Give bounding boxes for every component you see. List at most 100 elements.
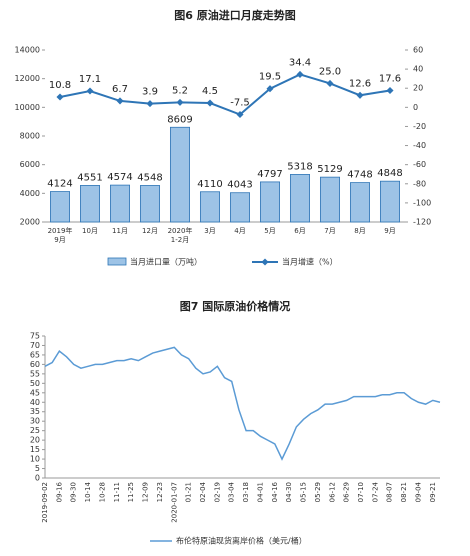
y-tick-label: 4000 [20, 189, 40, 198]
x-tick-label: 12-23 [156, 482, 164, 502]
y-tick-label: 20 [30, 436, 40, 445]
line-value-label: 5.2 [172, 85, 188, 96]
x-tick-label: 11-25 [127, 482, 135, 502]
y-tick-label: 5 [35, 464, 40, 473]
line-value-label: 10.8 [49, 80, 71, 91]
legend-swatch [261, 258, 269, 266]
chart-title: 图7 国际原油价格情况 [180, 299, 290, 313]
bar-value-label: 5129 [317, 164, 342, 175]
x-tick-label: 04-01 [256, 482, 264, 502]
x-tick-label: 07-10 [357, 482, 365, 502]
bar-value-label: 4043 [227, 180, 252, 191]
y-tick-label: 40 [30, 398, 40, 407]
x-tick-label: 06-12 [328, 482, 336, 502]
line [44, 346, 441, 461]
legend-swatch [107, 257, 127, 266]
y2-tick-label: -80 [413, 179, 426, 188]
x-tick-label: 5月 [264, 227, 276, 235]
y-tick-label: 8000 [20, 132, 40, 141]
line-marker [146, 100, 154, 108]
y-tick-label: 14000 [15, 46, 40, 55]
bar [139, 185, 160, 223]
x-tick-label: 10月 [82, 227, 98, 235]
bar-value-label: 4124 [47, 179, 72, 190]
line-value-label: 3.9 [142, 87, 158, 98]
x-tick-label: 04-30 [285, 482, 293, 502]
bar-value-label: 4848 [377, 168, 402, 179]
x-tick-label: 11-11 [113, 482, 121, 502]
line-marker [356, 91, 364, 99]
bar [229, 192, 250, 223]
y2-tick-label: -60 [413, 160, 426, 169]
x-tick-label: 02-19 [213, 482, 221, 502]
x-tick-label: 10-28 [98, 482, 106, 502]
y2-tick-label: -40 [413, 141, 426, 150]
y-tick-label: 10000 [15, 103, 40, 112]
bar [80, 185, 101, 223]
x-tick-label: 2019年 9月 [47, 227, 73, 244]
x-tick-label: 03-18 [242, 482, 250, 502]
line-marker [116, 97, 124, 105]
x-tick-label: 03-04 [228, 481, 236, 502]
line-value-label: 4.5 [202, 86, 218, 97]
line-value-label: 34.4 [289, 57, 311, 68]
y-tick-label: 30 [30, 417, 40, 426]
x-tick-label: 2020年 1-2月 [167, 227, 193, 244]
y-tick-label: 25 [30, 426, 40, 435]
bar [50, 191, 71, 223]
y-tick-label: 65 [30, 350, 40, 359]
y-tick-label: 0 [35, 474, 40, 483]
x-tick-label: 07-24 [371, 481, 379, 502]
y-tick-label: 75 [30, 332, 40, 341]
x-tick-label: 3月 [204, 227, 216, 235]
bar [169, 126, 190, 223]
line-value-label: 19.5 [259, 72, 281, 83]
y-tick-label: 55 [30, 369, 40, 378]
bar-value-label: 4551 [77, 172, 102, 183]
bar-value-label: 5318 [287, 161, 312, 172]
bar [319, 176, 340, 223]
y-tick-label: 35 [30, 407, 40, 416]
legend-label: 布伦特原油现货离岸价格（美元/桶） [176, 536, 307, 546]
x-tick-label: 09-21 [429, 482, 437, 502]
y-tick-label: 15 [30, 445, 40, 454]
bar [110, 184, 131, 223]
line-value-label: 12.6 [349, 78, 371, 89]
x-tick-label: 08-07 [386, 482, 394, 502]
line-value-label: 6.7 [112, 84, 128, 95]
line-value-label: 25.0 [319, 66, 341, 77]
line-marker [326, 79, 334, 87]
x-tick-label: 05-29 [314, 482, 322, 502]
bar-value-label: 4110 [197, 179, 222, 190]
x-tick-label: 02-04 [199, 481, 207, 502]
y2-tick-label: -100 [413, 198, 431, 207]
x-tick-label: 6月 [294, 227, 306, 235]
line-marker [266, 85, 274, 93]
line-marker [296, 70, 304, 78]
x-tick-label: 11月 [112, 227, 128, 235]
bar [289, 174, 310, 223]
line-marker [206, 99, 214, 107]
y2-tick-label: -20 [413, 122, 426, 131]
x-tick-label: 05-15 [300, 482, 308, 502]
y2-tick-label: 40 [413, 65, 423, 74]
chart-title: 图6 原油进口月度走势图 [174, 8, 295, 22]
line-marker [176, 98, 184, 106]
bar [259, 181, 280, 223]
x-tick-label: 2019-09-02 [41, 482, 49, 523]
y2-tick-label: 20 [413, 84, 423, 93]
x-tick-label: 12-09 [142, 482, 150, 502]
x-tick-label: 9月 [384, 227, 396, 235]
line-marker [86, 87, 94, 95]
bar-value-label: 4748 [347, 170, 372, 181]
bar-value-label: 4574 [107, 172, 132, 183]
bar [349, 182, 370, 223]
y2-tick-label: -120 [413, 218, 431, 227]
x-tick-label: 2020-01-07 [170, 482, 178, 523]
y-tick-label: 45 [30, 388, 40, 397]
y-tick-label: 12000 [15, 74, 40, 83]
bar [379, 180, 400, 223]
bar [199, 191, 220, 223]
